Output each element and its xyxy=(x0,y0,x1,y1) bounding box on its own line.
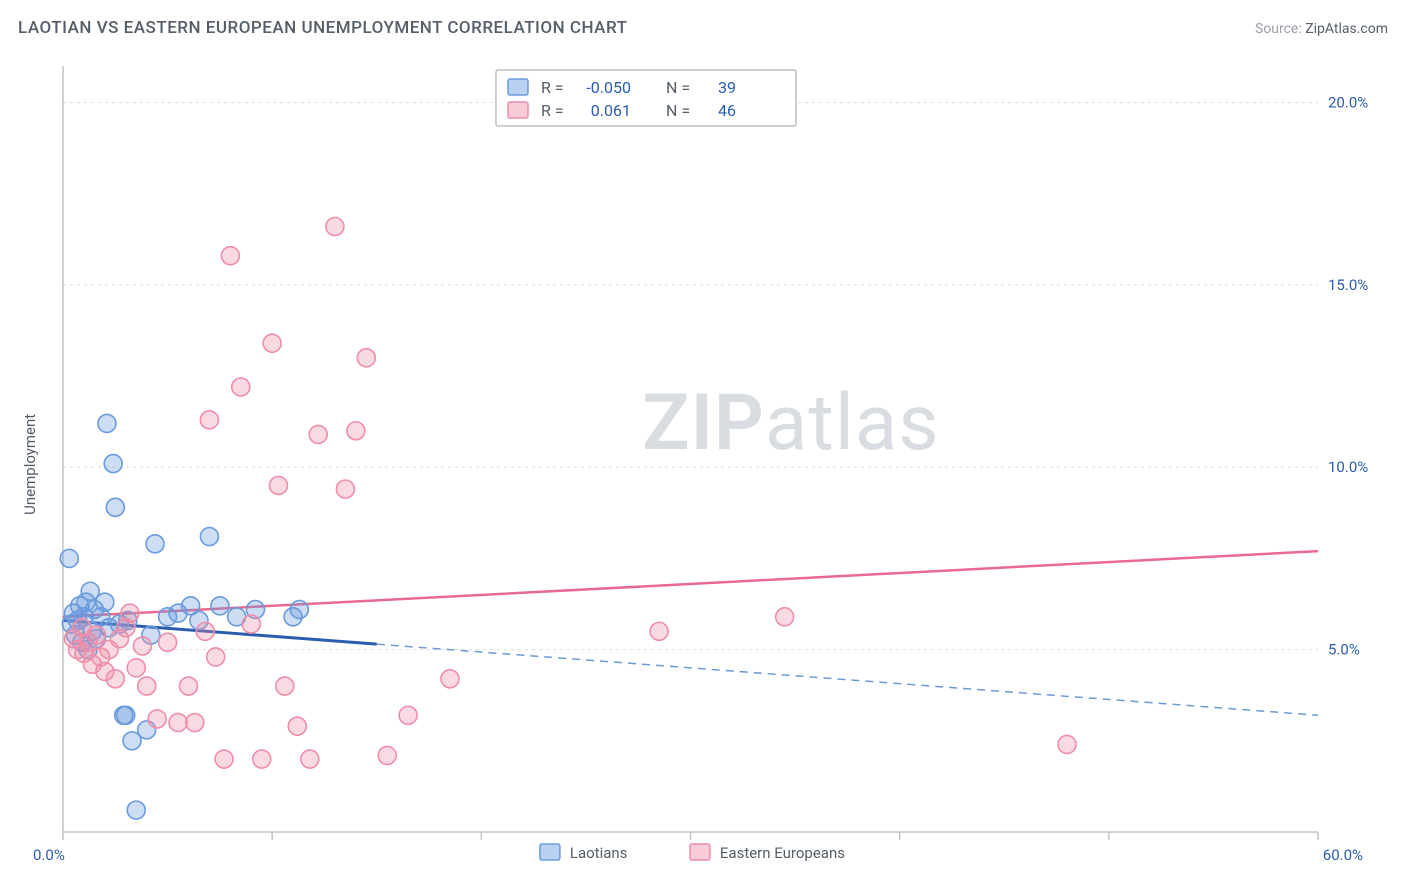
source-name: ZipAtlas.com xyxy=(1305,21,1388,37)
trendline-blue-dashed xyxy=(377,644,1318,715)
data-point-pink xyxy=(309,425,327,443)
x-tick-label: 0.0% xyxy=(33,846,65,864)
data-point-pink xyxy=(399,706,417,724)
y-tick-label: 15.0% xyxy=(1328,276,1368,294)
data-point-pink xyxy=(127,659,145,677)
data-point-pink xyxy=(200,411,218,429)
data-point-pink xyxy=(138,677,156,695)
legend-R-label: R = xyxy=(541,78,564,97)
data-point-blue xyxy=(200,528,218,546)
data-point-pink xyxy=(207,648,225,666)
data-point-pink xyxy=(357,349,375,367)
data-point-blue xyxy=(104,455,122,473)
legend-N-pink: 46 xyxy=(718,101,736,120)
data-point-pink xyxy=(1058,735,1076,753)
data-point-blue xyxy=(290,600,308,618)
data-point-pink xyxy=(186,714,204,732)
data-point-pink xyxy=(336,480,354,498)
data-point-pink xyxy=(276,677,294,695)
data-point-pink xyxy=(650,622,668,640)
chart-area: 5.0% 10.0% 15.0% 20.0% ZIPatlas 0.0% 60.0% Unem… xyxy=(18,56,1388,882)
data-point-pink xyxy=(169,714,187,732)
legend-N-label: N = xyxy=(666,78,690,97)
data-point-pink xyxy=(263,334,281,352)
legend-N-blue: 39 xyxy=(718,78,736,97)
legend-R-blue: -0.050 xyxy=(586,78,631,97)
data-point-pink xyxy=(148,710,166,728)
data-point-pink xyxy=(232,378,250,396)
scatter-chart: 5.0% 10.0% 15.0% 20.0% ZIPatlas 0.0% 60.0% Unem… xyxy=(18,56,1388,882)
data-point-pink xyxy=(326,217,344,235)
data-point-pink xyxy=(196,622,214,640)
x-tick-label: 60.0% xyxy=(1323,846,1363,864)
data-point-blue xyxy=(211,597,229,615)
data-point-pink xyxy=(159,633,177,651)
data-point-pink xyxy=(441,670,459,688)
data-point-pink xyxy=(269,476,287,494)
chart-header: LAOTIAN VS EASTERN EUROPEAN UNEMPLOYMENT… xyxy=(18,18,1388,38)
data-point-pink xyxy=(378,746,396,764)
data-point-blue xyxy=(106,498,124,516)
data-point-pink xyxy=(106,670,124,688)
watermark: ZIPatlas xyxy=(642,378,939,469)
data-point-blue xyxy=(60,549,78,567)
data-point-pink xyxy=(87,626,105,644)
data-point-pink xyxy=(288,717,306,735)
data-point-blue xyxy=(127,801,145,819)
legend-N-label: N = xyxy=(666,101,690,120)
data-point-blue xyxy=(96,593,114,611)
legend-R-label: R = xyxy=(541,101,564,120)
bottom-swatch-pink xyxy=(690,844,710,860)
y-axis-label: Unemployment xyxy=(21,414,39,515)
y-tick-label: 20.0% xyxy=(1328,93,1368,111)
data-point-blue xyxy=(98,414,116,432)
legend-swatch-blue xyxy=(508,79,528,95)
legend-R-pink: 0.061 xyxy=(591,101,631,120)
data-point-pink xyxy=(121,604,139,622)
data-point-pink xyxy=(133,637,151,655)
data-point-pink xyxy=(347,422,365,440)
data-point-pink xyxy=(253,750,271,768)
data-point-pink xyxy=(215,750,233,768)
data-point-pink xyxy=(180,677,198,695)
bottom-legend-eastern: Eastern Europeans xyxy=(720,844,845,862)
bottom-legend-laotians: Laotians xyxy=(570,844,628,862)
bottom-swatch-blue xyxy=(540,844,560,860)
data-point-blue xyxy=(146,535,164,553)
data-point-blue xyxy=(117,706,135,724)
data-point-pink xyxy=(242,615,260,633)
legend-swatch-pink xyxy=(508,102,528,118)
y-tick-label: 10.0% xyxy=(1328,458,1368,476)
source-label: Source: xyxy=(1255,21,1305,37)
chart-title: LAOTIAN VS EASTERN EUROPEAN UNEMPLOYMENT… xyxy=(18,18,627,38)
data-point-pink xyxy=(776,608,794,626)
chart-source: Source: ZipAtlas.com xyxy=(1255,21,1388,37)
y-tick-label: 5.0% xyxy=(1328,641,1360,659)
data-point-pink xyxy=(221,247,239,265)
data-point-pink xyxy=(301,750,319,768)
